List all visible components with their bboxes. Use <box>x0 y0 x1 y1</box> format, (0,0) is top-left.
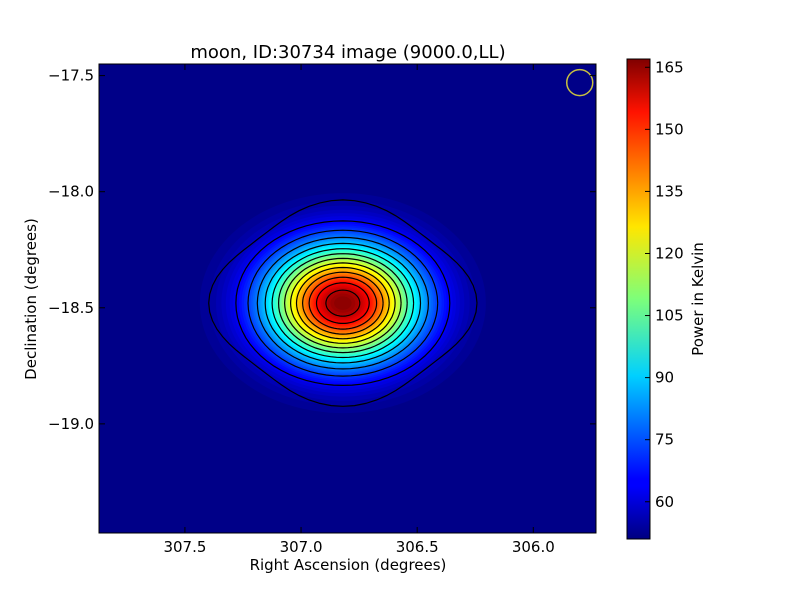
colorbar-tick-label: 135 <box>655 182 684 200</box>
heatmap-image <box>99 64 596 533</box>
x-tick-label: 307.0 <box>280 538 323 556</box>
contour-line <box>315 282 370 324</box>
contour-line <box>271 248 415 359</box>
x-tick-label: 307.5 <box>163 538 206 556</box>
y-tick-label: −18.0 <box>48 183 94 201</box>
contour-line <box>283 257 402 349</box>
colorbar-tick-label: 75 <box>655 431 674 449</box>
colorbar-label: Power in Kelvin <box>689 242 707 356</box>
contour-line <box>235 220 451 387</box>
contour-line <box>256 236 429 370</box>
x-axis-label: Right Ascension (degrees) <box>250 556 447 574</box>
contour-line <box>247 229 439 377</box>
colorbar-tick-label: 150 <box>655 120 684 138</box>
x-tick-label: 306.0 <box>512 538 555 556</box>
contour-line <box>308 276 378 330</box>
colorbar-tick-label: 60 <box>655 493 674 511</box>
colorbar-ticks: 60 75 90 105 120 135 150 165 <box>645 58 684 511</box>
colorbar-tick-label: 90 <box>655 369 674 387</box>
colorbar-tick-label: 105 <box>655 307 684 325</box>
y-tick-label: −18.5 <box>48 299 94 317</box>
beam-marker <box>565 68 594 97</box>
colorbar: 60 75 90 105 120 135 150 165 Power in Kelvin <box>626 58 707 540</box>
colorbar-tick-label: 120 <box>655 244 684 262</box>
y-axis: −17.5 −18.0 −18.5 −19.0 <box>48 67 596 433</box>
plot-frame <box>98 63 597 534</box>
x-tick-label: 306.5 <box>396 538 439 556</box>
y-tick-label: −17.5 <box>48 67 94 85</box>
colorbar-tick-label: 165 <box>655 58 684 76</box>
contour-line <box>264 242 422 364</box>
chart-title: moon, ID:30734 image (9000.0,LL) <box>190 42 505 63</box>
y-axis-label: Declination (degrees) <box>22 218 40 380</box>
contour-line <box>325 289 361 317</box>
y-tick-label: −19.0 <box>48 415 94 433</box>
heatmap-band <box>334 296 352 310</box>
contour-line <box>277 253 408 354</box>
contour-line <box>295 266 390 340</box>
colorbar-gradient <box>626 58 651 540</box>
contour-lines <box>208 199 478 407</box>
x-axis: 307.5 307.0 306.5 306.0 <box>163 64 555 556</box>
contour-line <box>208 199 478 407</box>
plot-area <box>98 63 597 534</box>
contour-line <box>289 262 396 344</box>
contour-line <box>301 271 384 335</box>
